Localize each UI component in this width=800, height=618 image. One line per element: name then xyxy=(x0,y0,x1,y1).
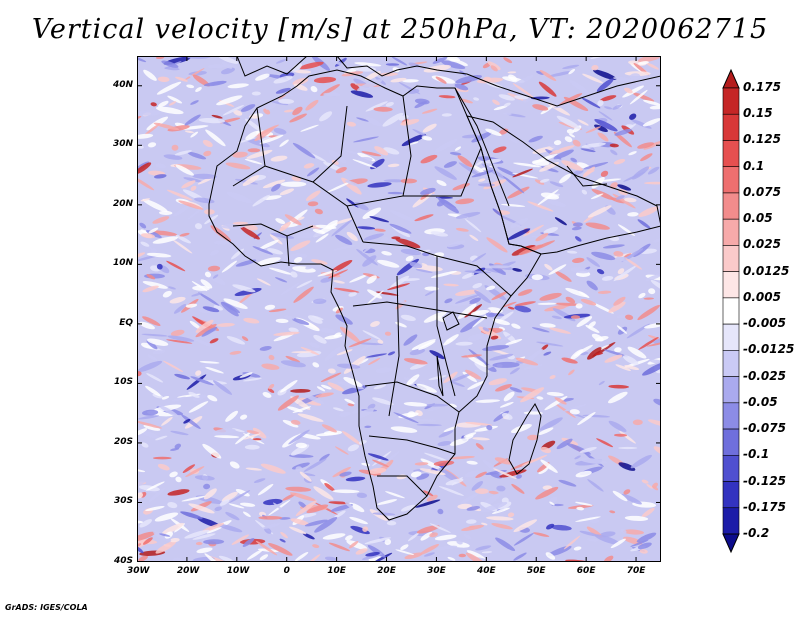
longitude-tick-label: 10W xyxy=(226,566,250,576)
colorbar-segment xyxy=(722,376,740,404)
colorbar-bottom-arrow xyxy=(722,533,740,554)
colorbar-segment xyxy=(722,166,740,194)
longitude-tick-label: 30W xyxy=(127,566,150,576)
colorbar-segment xyxy=(722,218,740,246)
colorbar-segment xyxy=(722,192,740,220)
latitude-tick-label: 40S xyxy=(113,556,133,566)
colorbar-segment xyxy=(722,481,740,509)
longitude-tick-label: 10E xyxy=(327,566,346,576)
latitude-tick-label: 10N xyxy=(112,258,133,269)
colorbar-label: 0.15 xyxy=(743,106,773,121)
longitude-tick-label: 30E xyxy=(427,566,446,576)
latitude-tick-label: 20N xyxy=(112,198,133,209)
chart-title: Vertical velocity [m/s] at 250hPa, VT: 2… xyxy=(31,14,769,45)
colorbar-segment xyxy=(722,402,740,430)
colorbar-segment xyxy=(722,323,740,351)
latitude-tick-label: 20S xyxy=(113,436,133,447)
colorbar-segment xyxy=(722,245,740,272)
colorbar-label: 0.075 xyxy=(743,184,781,199)
colorbar-top-arrow xyxy=(722,68,740,89)
colorbar-segment xyxy=(722,297,740,325)
map-canvas xyxy=(137,56,661,562)
latitude-tick-label: 30S xyxy=(113,496,133,507)
colorbar-label: -0.125 xyxy=(743,473,786,488)
colorbar-segment xyxy=(722,454,740,482)
colorbar-label: 0.025 xyxy=(743,237,781,252)
colorbar-segment xyxy=(722,271,740,299)
colorbar-label: -0.075 xyxy=(743,421,786,436)
longitude-tick-label: 60E xyxy=(576,566,596,576)
colorbar-segment xyxy=(722,428,740,456)
colorbar-label: 0.1 xyxy=(743,158,765,173)
latitude-tick-label: 40N xyxy=(112,79,133,90)
colorbar-label: 0.175 xyxy=(743,80,781,94)
colorbar-label: -0.2 xyxy=(743,526,770,540)
velocity-field xyxy=(137,56,661,562)
latitude-tick-label: 30N xyxy=(112,139,133,150)
colorbar-label: 0.0125 xyxy=(743,263,790,278)
colorbar-segment xyxy=(722,140,740,168)
longitude-tick-label: 0 xyxy=(283,566,290,576)
coastlines xyxy=(208,56,661,521)
map-frame xyxy=(137,56,661,562)
longitude-tick-label: 70E xyxy=(626,566,646,576)
colorbar-label: -0.175 xyxy=(743,499,786,514)
map-panel xyxy=(137,56,661,562)
colorbar-label: -0.05 xyxy=(743,394,778,409)
latitude-tick-label: EQ xyxy=(119,317,133,328)
colorbar-label: -0.005 xyxy=(743,316,786,331)
longitude-tick-label: 20W xyxy=(176,566,200,576)
colorbar-label: -0.1 xyxy=(743,447,770,462)
colorbar-segment xyxy=(722,350,740,377)
colorbar-segment xyxy=(722,507,740,535)
latitude-tick-label: 10S xyxy=(113,377,133,388)
longitude-tick-label: 50E xyxy=(526,566,546,576)
colorbar-segment xyxy=(722,113,740,141)
longitude-tick-label: 20E xyxy=(377,566,396,576)
credit-text: GrADS: IGES/COLA xyxy=(5,603,88,612)
colorbar-label: -0.0125 xyxy=(743,342,795,357)
colorbar-label: 0.05 xyxy=(743,211,773,226)
colorbar-label: -0.025 xyxy=(743,368,786,383)
colorbar-segment xyxy=(722,87,740,115)
colorbar-label: 0.005 xyxy=(743,289,781,304)
colorbar-label: 0.125 xyxy=(743,132,781,147)
longitude-tick-label: 40E xyxy=(476,566,496,576)
